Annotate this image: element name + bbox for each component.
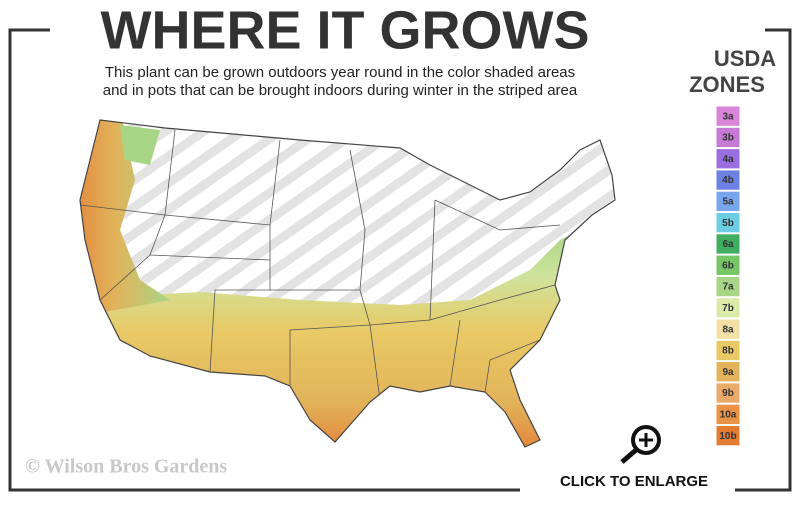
enlarge-button[interactable]: CLICK TO ENLARGE [560, 473, 708, 490]
legend-swatch [715, 148, 741, 170]
legend-title: USDA [714, 46, 776, 71]
legend-swatch [715, 169, 741, 191]
legend-swatch [715, 233, 741, 255]
legend-swatch [715, 254, 741, 276]
legend-label: 8b [722, 346, 734, 357]
frame [8, 28, 792, 492]
legend-title: ZONES [689, 72, 765, 97]
legend-swatch [715, 361, 741, 383]
legend-swatch [715, 339, 741, 362]
legend-label: 3b [722, 133, 734, 144]
legend-label: 10a [720, 409, 737, 420]
legend-label: 10b [719, 431, 736, 442]
legend-swatch [715, 190, 741, 212]
legend-swatch [715, 382, 741, 404]
legend-label: 8a [722, 324, 734, 335]
subtitle-line: This plant can be grown outdoors year ro… [105, 64, 575, 81]
legend-label: 9a [722, 367, 734, 378]
legend-swatch [715, 126, 741, 149]
legend: 3a 3b 4a 4b 5a 5b 6a 6b 7a 7b 8a 8b 9a 9b 10a 10b [715, 105, 741, 447]
legend-label: 5a [722, 196, 734, 207]
legend-swatch [715, 318, 741, 340]
legend-swatch [715, 275, 741, 298]
legend-label: 4b [722, 175, 734, 186]
subtitle-line: and in pots that can be brought indoors … [103, 82, 578, 99]
legend-label: 7a [722, 282, 734, 293]
legend-swatch [715, 212, 741, 234]
title: WHERE IT GROWS [101, 0, 590, 60]
copyright: © Wilson Bros Gardens [25, 456, 227, 478]
legend-swatch [715, 105, 741, 127]
legend-label: 5b [722, 218, 734, 229]
legend-label: 3a [722, 111, 734, 122]
legend-label: 4a [722, 154, 734, 165]
legend-label: 6a [722, 239, 734, 250]
legend-swatch [715, 403, 741, 426]
magnifier-icon[interactable] [620, 425, 661, 464]
us-outline [79, 119, 616, 448]
legend-label: 9b [722, 388, 734, 399]
legend-swatch [715, 425, 741, 447]
us-map [80, 120, 615, 447]
legend-label: 6b [722, 260, 734, 271]
legend-swatch [715, 297, 741, 319]
legend-label: 7b [722, 303, 734, 314]
